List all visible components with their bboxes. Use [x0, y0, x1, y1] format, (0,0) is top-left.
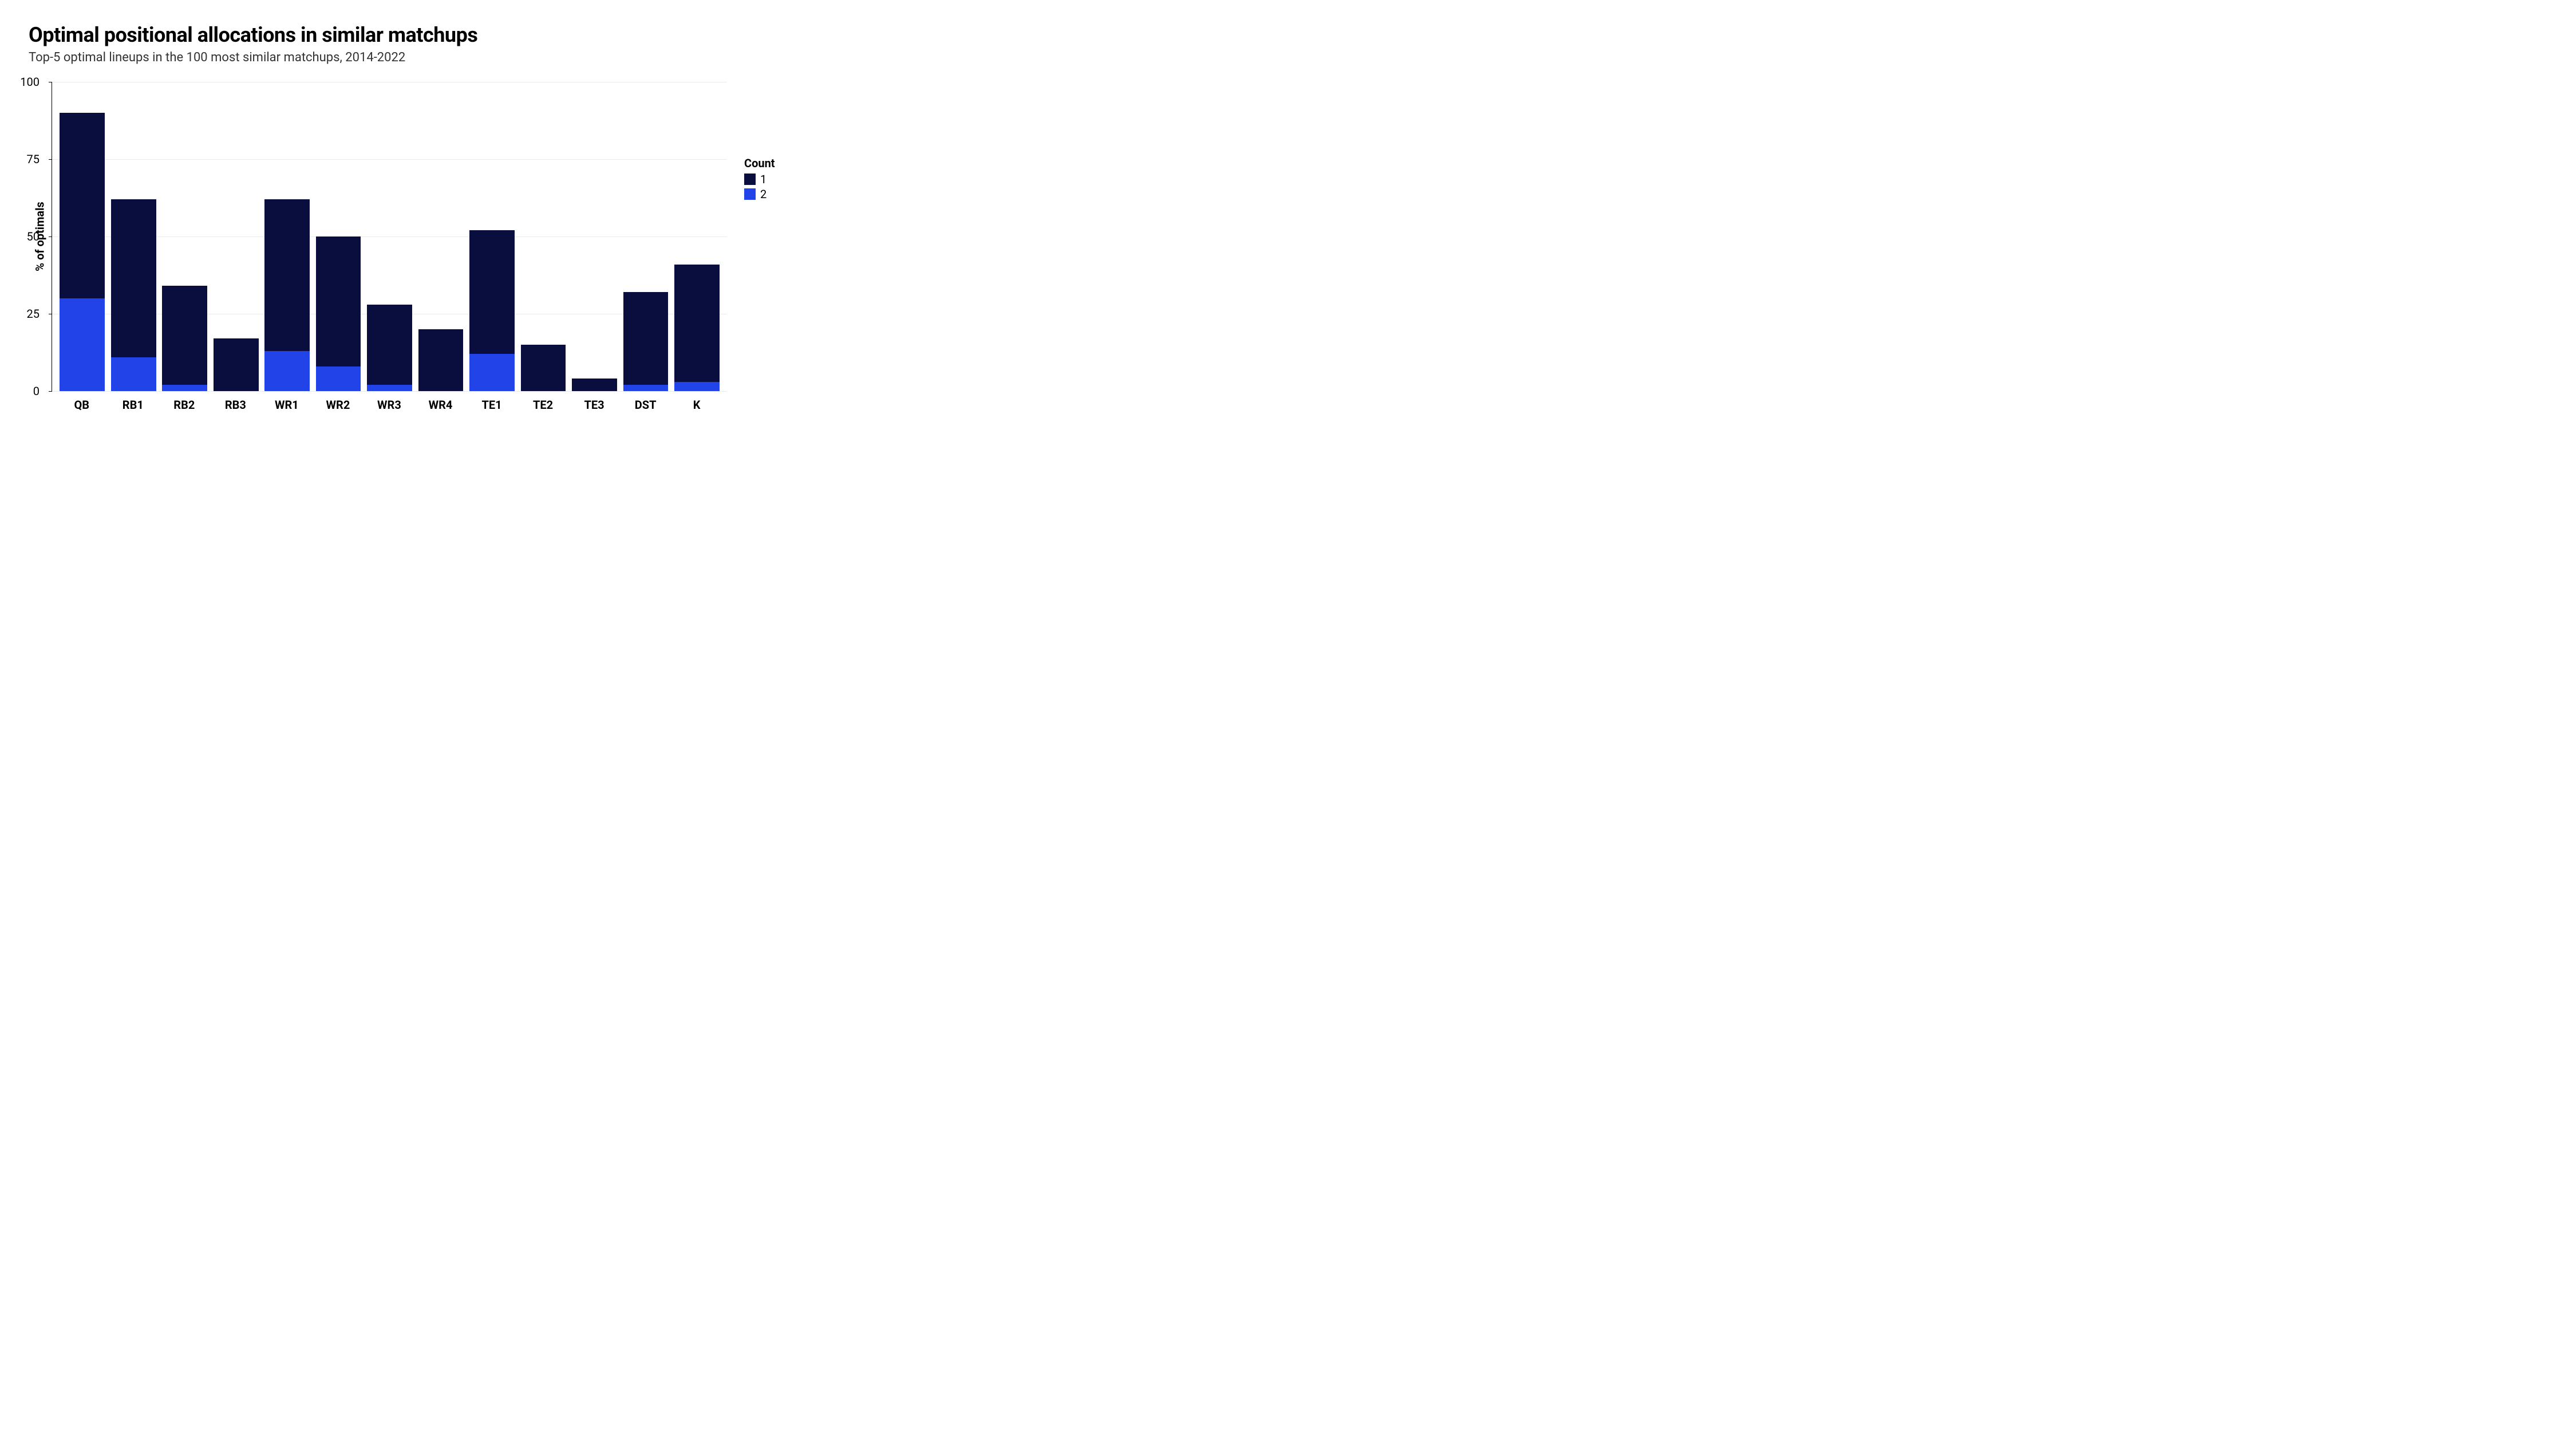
- bar-segment-count2: [367, 385, 412, 391]
- legend-swatch: [744, 174, 756, 185]
- bar-segment-count1: [418, 329, 464, 391]
- bar-segment-count2: [316, 366, 361, 391]
- bar-slot: [262, 82, 313, 391]
- plot-area: 0255075100: [52, 82, 727, 391]
- x-tick-label: TE2: [517, 398, 569, 412]
- x-tick-label: TE3: [568, 398, 620, 412]
- x-tick-label: TE1: [466, 398, 517, 412]
- legend-title: Count: [744, 156, 775, 170]
- y-tick-label: 0: [33, 384, 39, 398]
- bar-wr1: [264, 199, 310, 391]
- bar-rb1: [111, 199, 156, 391]
- chart-row: % of optimals 0255075100 QBRB1RB2RB3WR1W…: [29, 82, 830, 412]
- bar-slot: [569, 82, 620, 391]
- gridline: [52, 391, 727, 392]
- bar-segment-count1: [316, 236, 361, 366]
- x-tick-label: RB2: [159, 398, 210, 412]
- x-tick-label: WR4: [415, 398, 467, 412]
- legend-label: 2: [760, 187, 767, 201]
- x-tick-label: DST: [620, 398, 671, 412]
- bar-slot: [517, 82, 568, 391]
- x-tick-label: QB: [56, 398, 108, 412]
- bar-slot: [159, 82, 210, 391]
- bar-segment-count1: [469, 230, 515, 354]
- bar-segment-count2: [60, 298, 105, 391]
- bar-segment-count1: [162, 286, 207, 385]
- legend-label: 1: [760, 172, 767, 186]
- bar-slot: [415, 82, 466, 391]
- chart-container: Optimal positional allocations in simila…: [29, 23, 830, 412]
- bar-te3: [572, 379, 617, 391]
- x-tick-label: WR3: [364, 398, 415, 412]
- bar-segment-count1: [367, 305, 412, 385]
- bar-slot: [671, 82, 722, 391]
- bar-rb3: [214, 338, 259, 391]
- x-tick-label: K: [671, 398, 722, 412]
- y-tick-label: 50: [27, 230, 39, 243]
- legend: Count 12: [727, 82, 775, 202]
- bar-wr2: [316, 236, 361, 391]
- bar-segment-count1: [572, 379, 617, 391]
- bar-segment-count2: [674, 382, 720, 391]
- x-tick-label: RB1: [108, 398, 159, 412]
- legend-swatch: [744, 188, 756, 200]
- bar-wr3: [367, 305, 412, 391]
- bar-slot: [620, 82, 671, 391]
- chart-subtitle: Top-5 optimal lineups in the 100 most si…: [29, 50, 830, 65]
- bar-segment-count2: [162, 385, 207, 391]
- y-tick-label: 75: [27, 152, 39, 166]
- bar-slot: [210, 82, 261, 391]
- x-axis-labels: QBRB1RB2RB3WR1WR2WR3WR4TE1TE2TE3DSTK: [52, 391, 727, 412]
- bar-rb2: [162, 286, 207, 391]
- bar-segment-count1: [623, 292, 669, 385]
- bar-segment-count1: [674, 265, 720, 382]
- bar-segment-count2: [111, 357, 156, 391]
- bar-segment-count1: [60, 113, 105, 298]
- x-tick-label: RB3: [210, 398, 262, 412]
- bar-segment-count1: [214, 338, 259, 391]
- plot-column: 0255075100 QBRB1RB2RB3WR1WR2WR3WR4TE1TE2…: [52, 82, 727, 412]
- bar-segment-count2: [469, 354, 515, 391]
- bar-segment-count1: [264, 199, 310, 351]
- bar-slot: [467, 82, 517, 391]
- legend-item: 1: [744, 172, 775, 186]
- bar-slot: [57, 82, 108, 391]
- legend-item: 2: [744, 187, 775, 201]
- bar-segment-count1: [111, 199, 156, 357]
- bar-qb: [60, 113, 105, 391]
- bar-slot: [364, 82, 415, 391]
- bar-slot: [108, 82, 159, 391]
- bar-te2: [521, 345, 566, 391]
- bar-k: [674, 265, 720, 391]
- legend-items: 12: [744, 172, 775, 201]
- chart-title: Optimal positional allocations in simila…: [29, 23, 830, 47]
- bar-segment-count2: [623, 385, 669, 391]
- bar-dst: [623, 292, 669, 391]
- x-tick-label: WR2: [313, 398, 364, 412]
- bar-segment-count1: [521, 345, 566, 391]
- bar-wr4: [418, 329, 464, 391]
- x-tick-label: WR1: [261, 398, 313, 412]
- y-tick-label: 100: [20, 75, 39, 89]
- bars-container: [52, 82, 727, 391]
- bar-te1: [469, 230, 515, 391]
- y-tick-label: 25: [27, 307, 39, 321]
- bar-slot: [313, 82, 364, 391]
- bar-segment-count2: [264, 351, 310, 391]
